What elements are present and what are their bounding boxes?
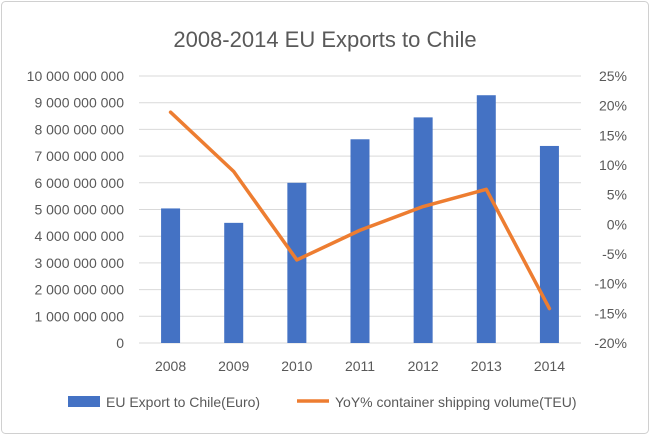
left-axis: 0 1 000 000 000 2 000 000 000 3 000 000 000…: [27, 68, 125, 351]
x-tick-label: 2008: [155, 358, 186, 374]
x-tick-label: 2009: [218, 358, 249, 374]
left-tick-label: 2 000 000 000: [34, 282, 124, 298]
right-tick-label: 25%: [599, 68, 627, 84]
chart-title: 2008-2014 EU Exports to Chile: [173, 27, 476, 52]
bar-2010: [287, 183, 306, 343]
left-tick-label: 4 000 000 000: [34, 228, 124, 244]
bar-2013: [477, 95, 496, 343]
bar-2008: [161, 208, 180, 343]
right-tick-label: -5%: [602, 246, 627, 262]
bar-2011: [351, 139, 370, 343]
right-tick-label: 10%: [599, 157, 627, 173]
left-tick-label: 7 000 000 000: [34, 148, 124, 164]
legend-label-line: YoY% container shipping volume(TEU): [335, 394, 577, 410]
left-tick-label: 10 000 000 000: [27, 68, 125, 84]
x-tick-label: 2013: [471, 358, 502, 374]
legend-swatch-bar: [68, 396, 100, 407]
bar-2009: [224, 223, 243, 343]
left-tick-label: 8 000 000 000: [34, 121, 124, 137]
left-tick-label: 9 000 000 000: [34, 95, 124, 111]
right-tick-label: -15%: [594, 305, 627, 321]
right-tick-label: 5%: [607, 187, 627, 203]
right-tick-label: -10%: [594, 276, 627, 292]
x-tick-label: 2011: [345, 358, 375, 374]
right-tick-label: 15%: [599, 127, 627, 143]
left-tick-label: 6 000 000 000: [34, 175, 124, 191]
right-tick-label: 0%: [607, 216, 627, 232]
left-tick-label: 0: [116, 335, 124, 351]
bar-2012: [414, 117, 433, 343]
bar-2014: [540, 146, 559, 343]
right-tick-label: 20%: [599, 98, 627, 114]
x-tick-label: 2012: [408, 358, 439, 374]
left-tick-label: 5 000 000 000: [34, 202, 124, 218]
legend-label-bar: EU Export to Chile(Euro): [106, 394, 260, 410]
left-tick-label: 1 000 000 000: [34, 308, 124, 324]
x-tick-label: 2010: [281, 358, 312, 374]
right-tick-label: -20%: [594, 335, 627, 351]
x-tick-label: 2014: [534, 358, 565, 374]
left-tick-label: 3 000 000 000: [34, 255, 124, 271]
